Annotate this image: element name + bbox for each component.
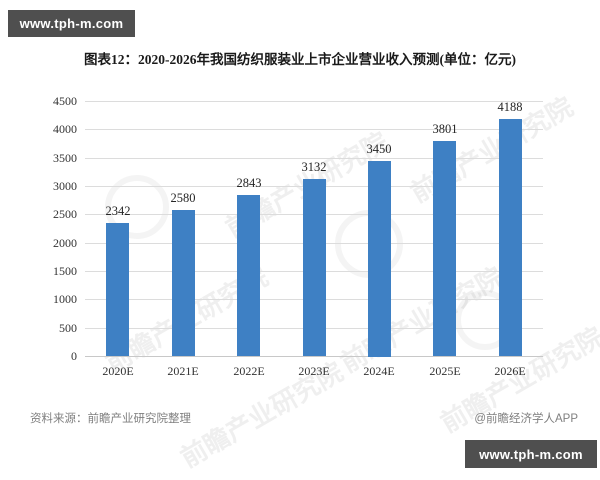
x-axis-tick-label-2023E: 2023E (298, 364, 330, 378)
source-note: 资料来源：前瞻产业研究院整理 (30, 413, 191, 425)
site-url-top: www.tph-m.com (19, 16, 124, 31)
site-watermark-badge-top: www.tph-m.com (8, 10, 135, 37)
credit-note: @前瞻经济学人APP (474, 413, 578, 425)
x-axis-tick-label-2020E: 2020E (102, 364, 134, 378)
chart-title: 图表12：2020-2026年我国纺织服装业上市企业营业收入预测(单位：亿元) (84, 52, 516, 67)
gridline (85, 129, 543, 130)
y-axis-tick-label: 500 (59, 321, 77, 335)
bar-2026E (499, 119, 522, 356)
y-axis-tick-label: 1000 (53, 292, 77, 306)
bar-value-label-2025E: 3801 (432, 122, 458, 136)
y-axis-tick-label: 2000 (53, 236, 77, 250)
x-axis-tick-label-2022E: 2022E (233, 364, 265, 378)
site-url-bottom: www.tph-m.com (479, 446, 583, 462)
watermark-text: 前瞻产业研究院 (335, 261, 509, 379)
bar-2025E (433, 141, 456, 356)
x-axis-line (85, 356, 543, 357)
y-axis-tick-label: 4000 (53, 122, 77, 136)
y-axis-tick-label: 3000 (53, 179, 77, 193)
x-axis-tick-label-2025E: 2025E (429, 364, 461, 378)
x-axis-tick-label-2026E: 2026E (494, 364, 526, 378)
y-axis-tick-label: 3500 (53, 151, 77, 165)
bar-2024E (368, 161, 391, 357)
x-axis-tick-label-2024E: 2024E (363, 364, 395, 378)
bar-2021E (172, 210, 195, 356)
gridline (85, 158, 543, 159)
y-axis-tick-label: 1500 (53, 264, 77, 278)
y-axis-tick-label: 2500 (53, 207, 77, 221)
y-axis-tick-label: 0 (71, 349, 77, 363)
bar-value-label-2022E: 2843 (236, 176, 262, 190)
x-axis-tick-label-2021E: 2021E (167, 364, 199, 378)
bar-value-label-2026E: 4188 (497, 100, 523, 114)
bar-2022E (237, 195, 260, 356)
site-watermark-badge-bottom: www.tph-m.com (465, 440, 597, 468)
y-axis-tick-label: 4500 (53, 94, 77, 108)
bar-value-label-2023E: 3132 (301, 160, 327, 174)
bar-value-label-2024E: 3450 (366, 142, 392, 156)
bar-2020E (106, 223, 129, 356)
gridline (85, 101, 543, 102)
bar-2023E (303, 179, 326, 356)
bar-value-label-2020E: 2342 (105, 204, 131, 218)
bar-value-label-2021E: 2580 (170, 191, 196, 205)
